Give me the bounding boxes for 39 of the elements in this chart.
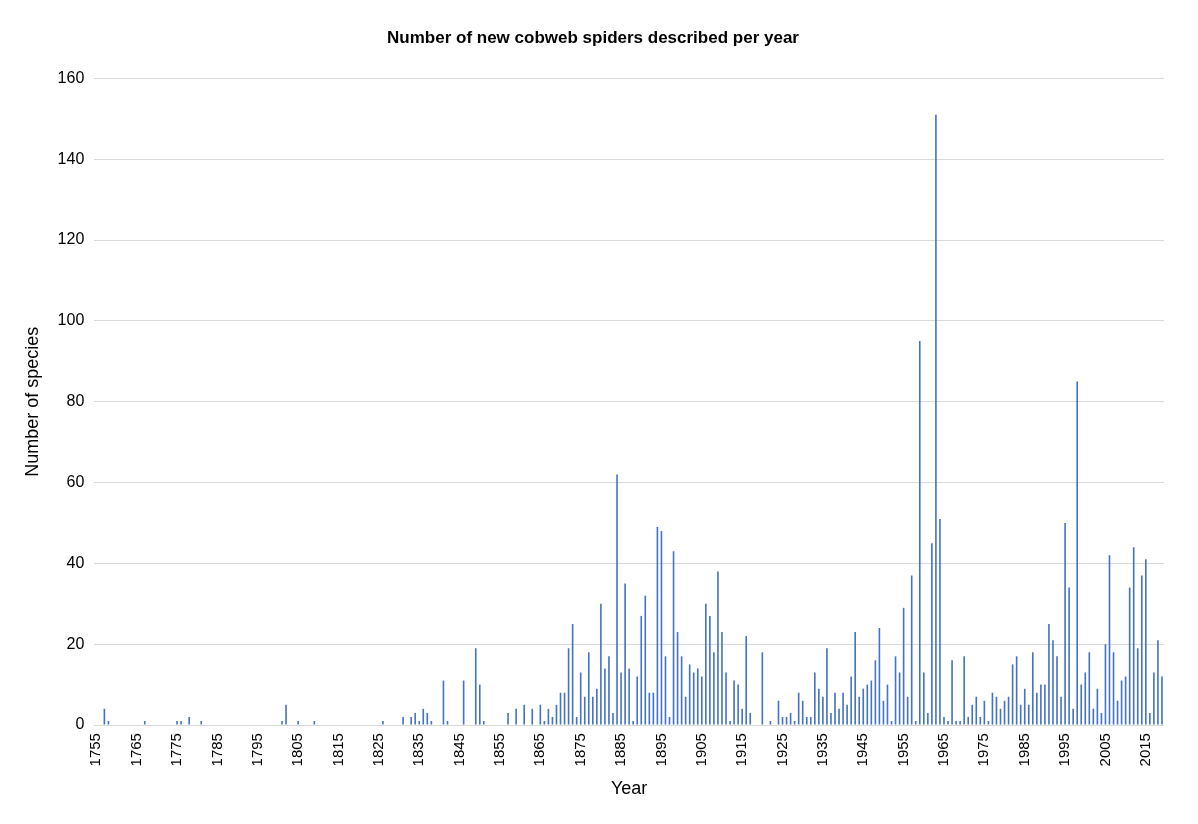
- chart-title: Number of new cobweb spiders described per year: [387, 27, 800, 47]
- x-tick-label: 1985: [1014, 733, 1032, 767]
- x-tick-label: 1845: [449, 733, 467, 767]
- y-tick-label: 20: [66, 634, 85, 652]
- x-tick-label: 1895: [651, 733, 669, 767]
- x-tick-label: 2015: [1135, 733, 1153, 767]
- x-tick-label: 1825: [369, 733, 387, 767]
- x-tick-label: 1875: [570, 733, 588, 767]
- x-tick-label: 1775: [167, 733, 185, 767]
- y-tick-label: 120: [57, 230, 85, 248]
- x-tick-label: 1855: [490, 733, 508, 767]
- y-tick-label: 60: [66, 472, 85, 490]
- x-tick-label: 1805: [288, 733, 306, 767]
- y-tick-label: 80: [66, 392, 85, 410]
- x-axis-title: Year: [610, 778, 648, 799]
- x-tick-label: 1835: [409, 733, 427, 767]
- x-tick-label: 1935: [813, 733, 831, 767]
- x-tick-label: 1885: [611, 733, 629, 767]
- x-tick-label: 1785: [207, 733, 225, 767]
- x-tick-label: 1965: [934, 733, 952, 767]
- y-axis-title: Number of species: [21, 326, 42, 477]
- y-tick-label: 100: [57, 311, 85, 329]
- x-tick-label: 1755: [86, 733, 104, 767]
- x-tick-label: 1915: [732, 733, 750, 767]
- x-tick-label: 1975: [974, 733, 992, 767]
- x-tick-label: 1865: [530, 733, 548, 767]
- y-tick-label: 0: [75, 715, 85, 733]
- x-tick-label: 1995: [1055, 733, 1073, 767]
- x-tick-label: 1955: [893, 733, 911, 767]
- x-tick-label: 1795: [247, 733, 265, 767]
- y-tick-label: 140: [57, 149, 85, 167]
- y-tick-label: 160: [57, 68, 85, 86]
- x-tick-label: 1925: [772, 733, 790, 767]
- y-tick-label: 40: [66, 553, 85, 571]
- x-tick-label: 1945: [853, 733, 871, 767]
- x-tick-label: 1905: [691, 733, 709, 767]
- x-tick-label: 2005: [1095, 733, 1113, 767]
- x-tick-label: 1815: [328, 733, 346, 767]
- x-tick-label: 1765: [126, 733, 144, 767]
